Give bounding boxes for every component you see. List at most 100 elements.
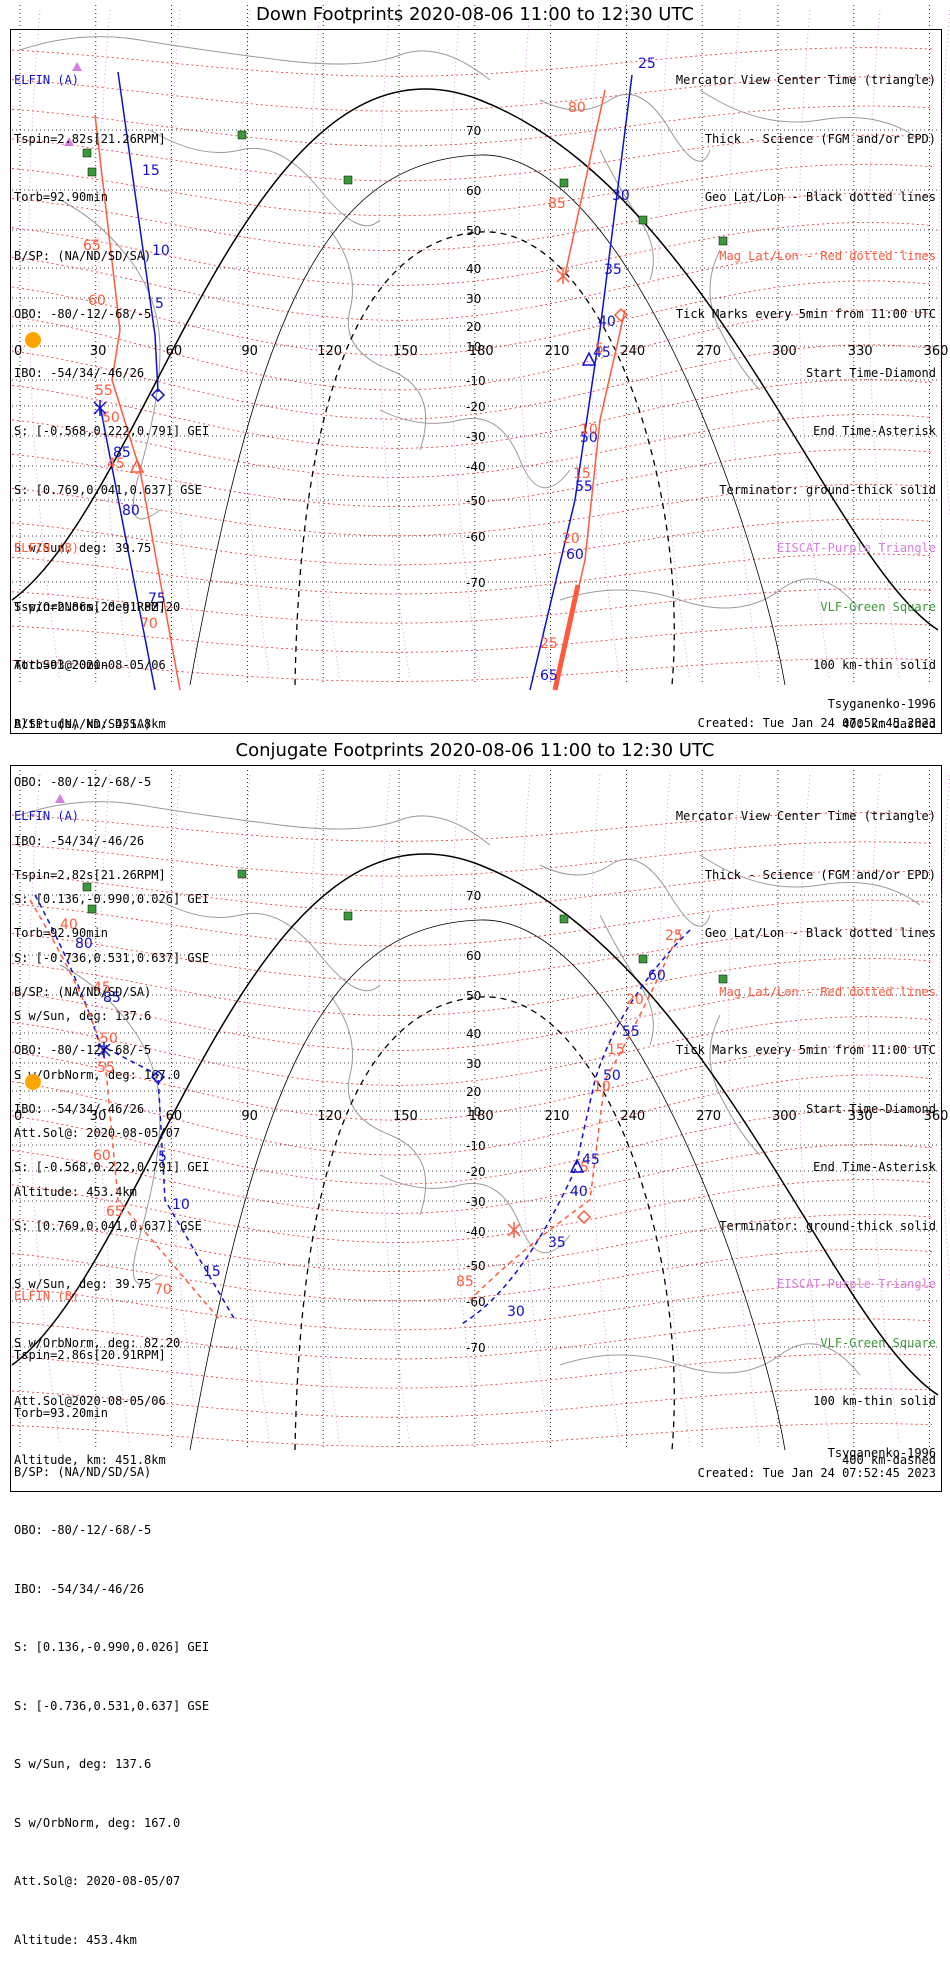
- lat-tick-label: -70: [466, 1341, 486, 1355]
- continent-outline: [699, 89, 921, 141]
- legend-mag: Mag Lat/Lon - Red dotted lines: [719, 248, 936, 263]
- elfin-a-tick-label: 60: [648, 968, 666, 984]
- triangle-center-icon: [569, 1158, 585, 1173]
- info-line: Tspin=2.86s[20.91RPM]: [14, 599, 166, 614]
- elfin-a-tick-label: 5: [158, 1149, 167, 1165]
- legend-eiscat: EISCAT-Purple Triangle: [777, 1277, 936, 1291]
- vlf-square-icon: [559, 178, 569, 188]
- elfin-b-tick-label: 55: [97, 1060, 115, 1076]
- info-line: IBO: -54/34/-46/26: [14, 365, 145, 380]
- lat-tick-label: -60: [466, 530, 486, 544]
- info-line: Att.Sol@2020-08-05/06: [14, 658, 166, 672]
- elfin-b-tick-label: 10: [580, 422, 598, 438]
- elfin-a-tick-label: 10: [172, 1197, 190, 1213]
- lat-tick-label: -10: [466, 374, 486, 388]
- elfin-a-tick-label: 40: [570, 1184, 588, 1200]
- terminator-100km: [189, 154, 786, 686]
- elfin-b-tick-label: 85: [548, 196, 566, 212]
- elfin-a-info-down: ELFIN (A) Tspin=2.82s[21.26RPM] Torb=92.…: [14, 32, 209, 754]
- elfin-b-tick-label: 45: [107, 456, 125, 472]
- legend-thick: Thick - Science (FGM and/or EPD): [704, 867, 936, 882]
- elfin-a-tick-label: 30: [507, 1304, 525, 1320]
- lon-tick-label: 300: [772, 344, 797, 359]
- vlf-square-icon: [87, 904, 97, 914]
- mag-parallel: [11, 1318, 933, 1360]
- lat-tick-label: -20: [466, 1165, 486, 1179]
- lat-tick-label: -10: [466, 1139, 486, 1153]
- mag-parallel: [11, 1388, 933, 1418]
- mag-parallel: [11, 193, 933, 252]
- lon-tick-label: 90: [241, 1109, 258, 1124]
- elfin-b-tick-label: 50: [102, 410, 120, 426]
- vlf-square-icon: [559, 914, 569, 924]
- elfin-a-track: [459, 929, 691, 1326]
- lat-tick-label: 20: [466, 320, 481, 334]
- map-frame-conjugate: [10, 765, 942, 1492]
- info-line: S: [0.769,0.041,0.637] GSE: [14, 482, 202, 497]
- continent-outline: [709, 1014, 761, 1156]
- map-conjugate: 0 30 60 90 120 150 180 210 240 270 300 330 360706050…: [11, 770, 950, 1451]
- map-down: 0 30 60 90 120 150 180 210 240 270 300 330 360706050…: [11, 5, 950, 691]
- sun-icon: [25, 1074, 41, 1090]
- mag-parallel: [11, 222, 933, 286]
- mag-parallel: [11, 1179, 933, 1243]
- elfin-a-tick-label: 35: [548, 1235, 566, 1251]
- elfin-a-tick-label: 85: [103, 990, 121, 1006]
- mag-parallel: [11, 1214, 933, 1273]
- info-line: B/SP: (NA/ND/SD/SA): [14, 1464, 152, 1479]
- lon-tick-label: 180: [469, 1109, 494, 1124]
- elfin-a-tick-label: 65: [540, 668, 558, 684]
- mag-parallel: [11, 1423, 933, 1447]
- info-line: S: [-0.736,0.531,0.637] GSE: [14, 950, 210, 965]
- lat-tick-label: 10: [466, 340, 481, 354]
- elfin-b-science-track: [552, 584, 581, 691]
- legend-terminator: Terminator: ground-thick solid: [719, 482, 936, 497]
- continent-outline: [329, 229, 427, 451]
- mag-parallel: [11, 1109, 933, 1185]
- elfin-b-label: ELFIN (B): [14, 1289, 80, 1303]
- lat-tick-label: 30: [466, 1057, 481, 1071]
- triangle-center-icon: [581, 351, 597, 366]
- info-line: B/SP: (NA/ND/SD/SA): [14, 248, 152, 263]
- model-label-conjugate: Tsyganenko-1996: [827, 1446, 936, 1460]
- legend-mag: Mag Lat/Lon - Red dotted lines: [719, 984, 936, 999]
- mag-parallel: [11, 280, 933, 356]
- elfin-b-tick-label: 45: [93, 980, 111, 996]
- mag-parallel: [11, 841, 933, 877]
- info-line: Att.Sol@: 2020-08-05/07: [14, 1874, 181, 1888]
- info-line: Altitude: 453.4km: [14, 1932, 137, 1947]
- info-line: Torb=93.20min: [14, 1406, 108, 1420]
- diamond-start-icon: [150, 387, 166, 403]
- elfin-b-track: [564, 89, 606, 276]
- info-line: S: [-0.568,0.222,0.791] GEI: [14, 424, 210, 438]
- lat-tick-label: 50: [466, 989, 481, 1003]
- elfin-a-tick-label: 55: [575, 479, 593, 495]
- legend-100km: 100 km-thin solid: [813, 1394, 936, 1408]
- elfin-a-tick-label: 40: [598, 314, 616, 330]
- elfin-b-label: ELFIN (B): [14, 541, 80, 555]
- vlf-square-icon: [82, 882, 92, 892]
- elfin-b-tick-label: 65: [83, 238, 101, 254]
- lat-tick-label: 30: [466, 292, 481, 306]
- info-line: Torb=93.20min: [14, 658, 108, 672]
- terminator-ground: [11, 853, 939, 1396]
- lat-tick-label: -30: [466, 1195, 486, 1209]
- elfin-b-tick-label: 70: [154, 1282, 172, 1298]
- mag-parallel: [11, 414, 933, 478]
- info-line: B/SP: (NA/ND/SD/SA): [14, 984, 152, 999]
- legend-400km: 400 km-dashed: [842, 1452, 936, 1467]
- vlf-square-icon: [638, 215, 648, 225]
- continent-outline: [59, 199, 161, 520]
- info-line: OBO: -80/-12/-68/-5: [14, 307, 152, 321]
- created-label-down: Created: Tue Jan 24 07:52:45 2023: [697, 716, 936, 730]
- elfin-a-tick-label: 15: [142, 163, 160, 179]
- panel-title-conjugate: Conjugate Footprints 2020-08-06 11:00 to…: [235, 740, 715, 761]
- mag-parallel: [11, 812, 933, 842]
- continent-outline: [599, 914, 654, 1046]
- mag-parallel: [11, 899, 933, 947]
- info-line: Torb=92.90min: [14, 926, 108, 940]
- legend-400km: 400 km-dashed: [842, 716, 936, 731]
- elfin-a-tick-label: 35: [604, 262, 622, 278]
- mag-parallel: [11, 518, 933, 566]
- continent-outline: [379, 409, 571, 489]
